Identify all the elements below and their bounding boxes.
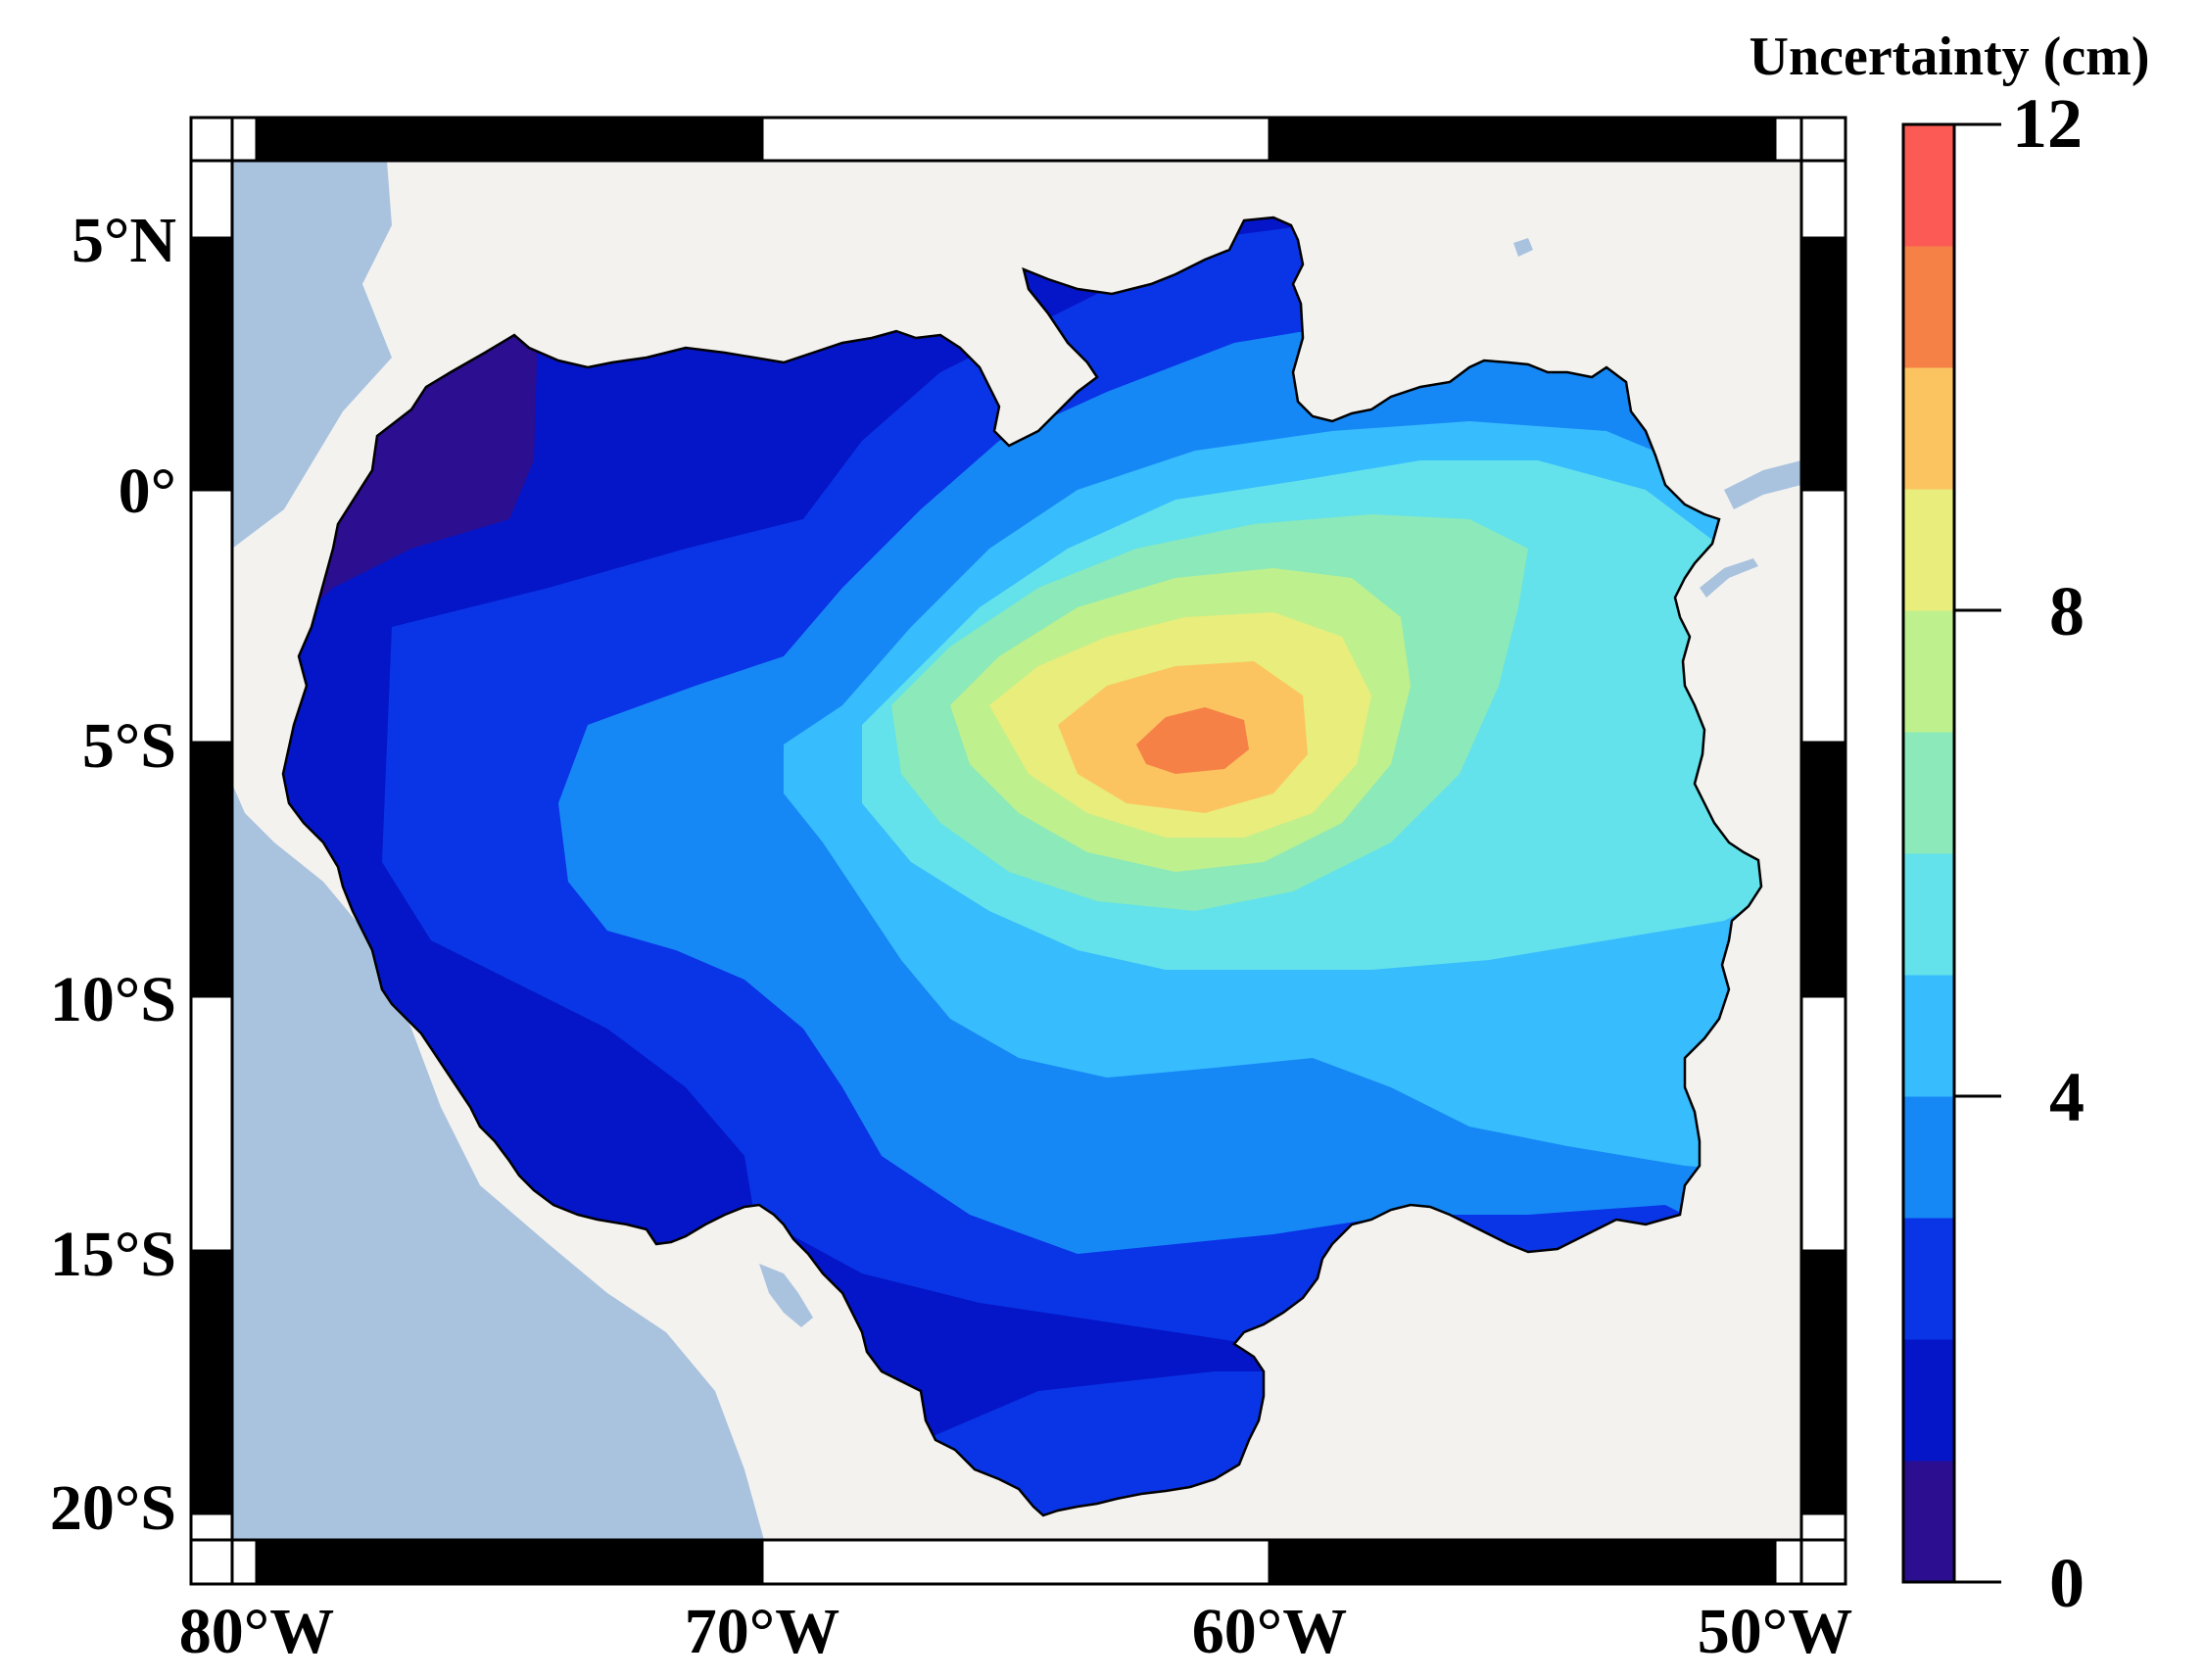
- frame-segment-left: [189, 116, 234, 163]
- lake-titicaca: [759, 1264, 813, 1327]
- uncertainty-band: [1136, 707, 1249, 774]
- frame-segment-left: [189, 1538, 234, 1586]
- frame-segment-bottom: [1773, 1538, 1803, 1586]
- frame-segment-bottom: [760, 1538, 1271, 1586]
- colorbar-band: [1903, 489, 1954, 611]
- plot-area-border: [230, 159, 1803, 1542]
- uncertainty-field: [283, 217, 1761, 1515]
- frame-segment-left: [189, 1249, 234, 1515]
- colorbar-band: [1903, 732, 1954, 854]
- y-tick-label: 0°: [119, 456, 176, 527]
- colorbar-band: [1903, 1461, 1954, 1583]
- colorbar-band: [1903, 1096, 1954, 1219]
- colorbar-tick-label: 4: [2049, 1058, 2085, 1136]
- frame-segment-top: [1773, 116, 1803, 163]
- colorbar: Uncertainty (cm) 12 8 4 0: [1750, 26, 2150, 1622]
- y-tick-label: 20°S: [50, 1472, 176, 1544]
- frame-segment-right: [1799, 159, 1847, 240]
- river-para: [1700, 558, 1758, 598]
- colorbar-title: Uncertainty (cm): [1750, 26, 2150, 87]
- x-tick-label: 70°W: [685, 1596, 839, 1667]
- frame-segment-right: [1799, 1249, 1847, 1515]
- colorbar-band: [1903, 246, 1954, 368]
- frame-segment-left: [189, 488, 234, 744]
- frame-segment-left: [189, 741, 234, 998]
- colorbar-band: [1903, 853, 1954, 976]
- frame-segment-left: [189, 159, 234, 240]
- x-tick-label: 80°W: [179, 1596, 334, 1667]
- frame-segment-top: [255, 116, 764, 163]
- colorbar-tick-label: 0: [2049, 1544, 2085, 1622]
- amazon-delta: [1724, 460, 1801, 509]
- y-tick-label: 15°S: [50, 1219, 176, 1290]
- longitude-axis: 80°W 70°W 60°W 50°W: [179, 1596, 1852, 1667]
- frame-segment-right: [1799, 1538, 1847, 1586]
- colorbar-band: [1903, 1218, 1954, 1340]
- frame-segment-right: [1799, 116, 1847, 163]
- colorbar-tick-label: 8: [2049, 572, 2085, 650]
- frame-segment-left: [189, 1512, 234, 1542]
- y-tick-label: 10°S: [50, 964, 176, 1035]
- colorbar-band: [1903, 367, 1954, 490]
- frame-segment-right: [1799, 236, 1847, 492]
- colorbar-tick-label: 12: [2012, 84, 2083, 163]
- latitude-axis: 5°N 0° 5°S 10°S 15°S 20°S: [50, 205, 176, 1544]
- colorbar-bands: [1903, 124, 1954, 1583]
- colorbar-ticks: [1954, 122, 2001, 1584]
- frame-segment-right: [1799, 1512, 1847, 1542]
- frame-segment-top: [760, 116, 1271, 163]
- x-tick-label: 50°W: [1698, 1596, 1852, 1667]
- colorbar-border: [1901, 122, 1956, 1584]
- lake-small: [1513, 238, 1533, 257]
- frame-segment-top: [1268, 116, 1777, 163]
- colorbar-band: [1903, 124, 1954, 247]
- y-tick-label: 5°S: [82, 710, 176, 782]
- frame-segment-bottom: [255, 1538, 764, 1586]
- frame-segment-left: [189, 236, 234, 492]
- colorbar-band: [1903, 1339, 1954, 1462]
- frame-segment-right: [1799, 488, 1847, 744]
- colorbar-band: [1903, 610, 1954, 733]
- y-tick-label: 5°N: [72, 205, 176, 276]
- map-frame: [189, 116, 1847, 1586]
- frame-segment-bottom: [1268, 1538, 1777, 1586]
- frame-segment-right: [1799, 741, 1847, 998]
- frame-segment-right: [1799, 994, 1847, 1253]
- x-tick-label: 60°W: [1192, 1596, 1347, 1667]
- frame-segment-left: [189, 994, 234, 1253]
- amazon-basin-outline: [281, 216, 1763, 1517]
- colorbar-band: [1903, 975, 1954, 1097]
